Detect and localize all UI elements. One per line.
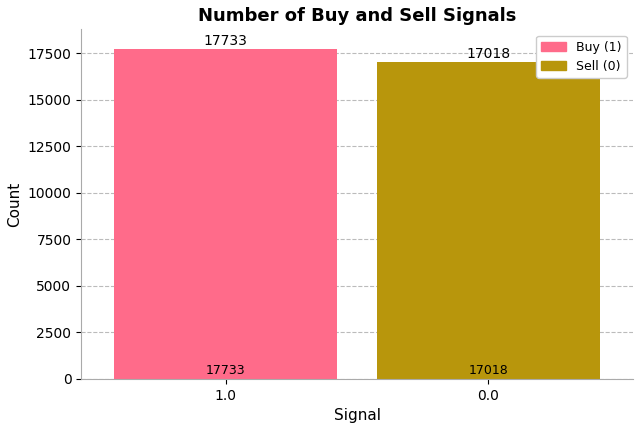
Title: Number of Buy and Sell Signals: Number of Buy and Sell Signals — [198, 7, 516, 25]
Bar — [114, 49, 337, 379]
X-axis label: Signal: Signal — [333, 408, 381, 423]
Y-axis label: Count: Count — [7, 181, 22, 227]
Legend: Buy (1), Sell (0): Buy (1), Sell (0) — [536, 36, 627, 78]
Text: 17733: 17733 — [206, 364, 246, 377]
Bar — [377, 62, 600, 379]
Text: 17018: 17018 — [468, 364, 508, 377]
Text: 17018: 17018 — [467, 47, 511, 61]
Text: 17733: 17733 — [204, 34, 248, 48]
